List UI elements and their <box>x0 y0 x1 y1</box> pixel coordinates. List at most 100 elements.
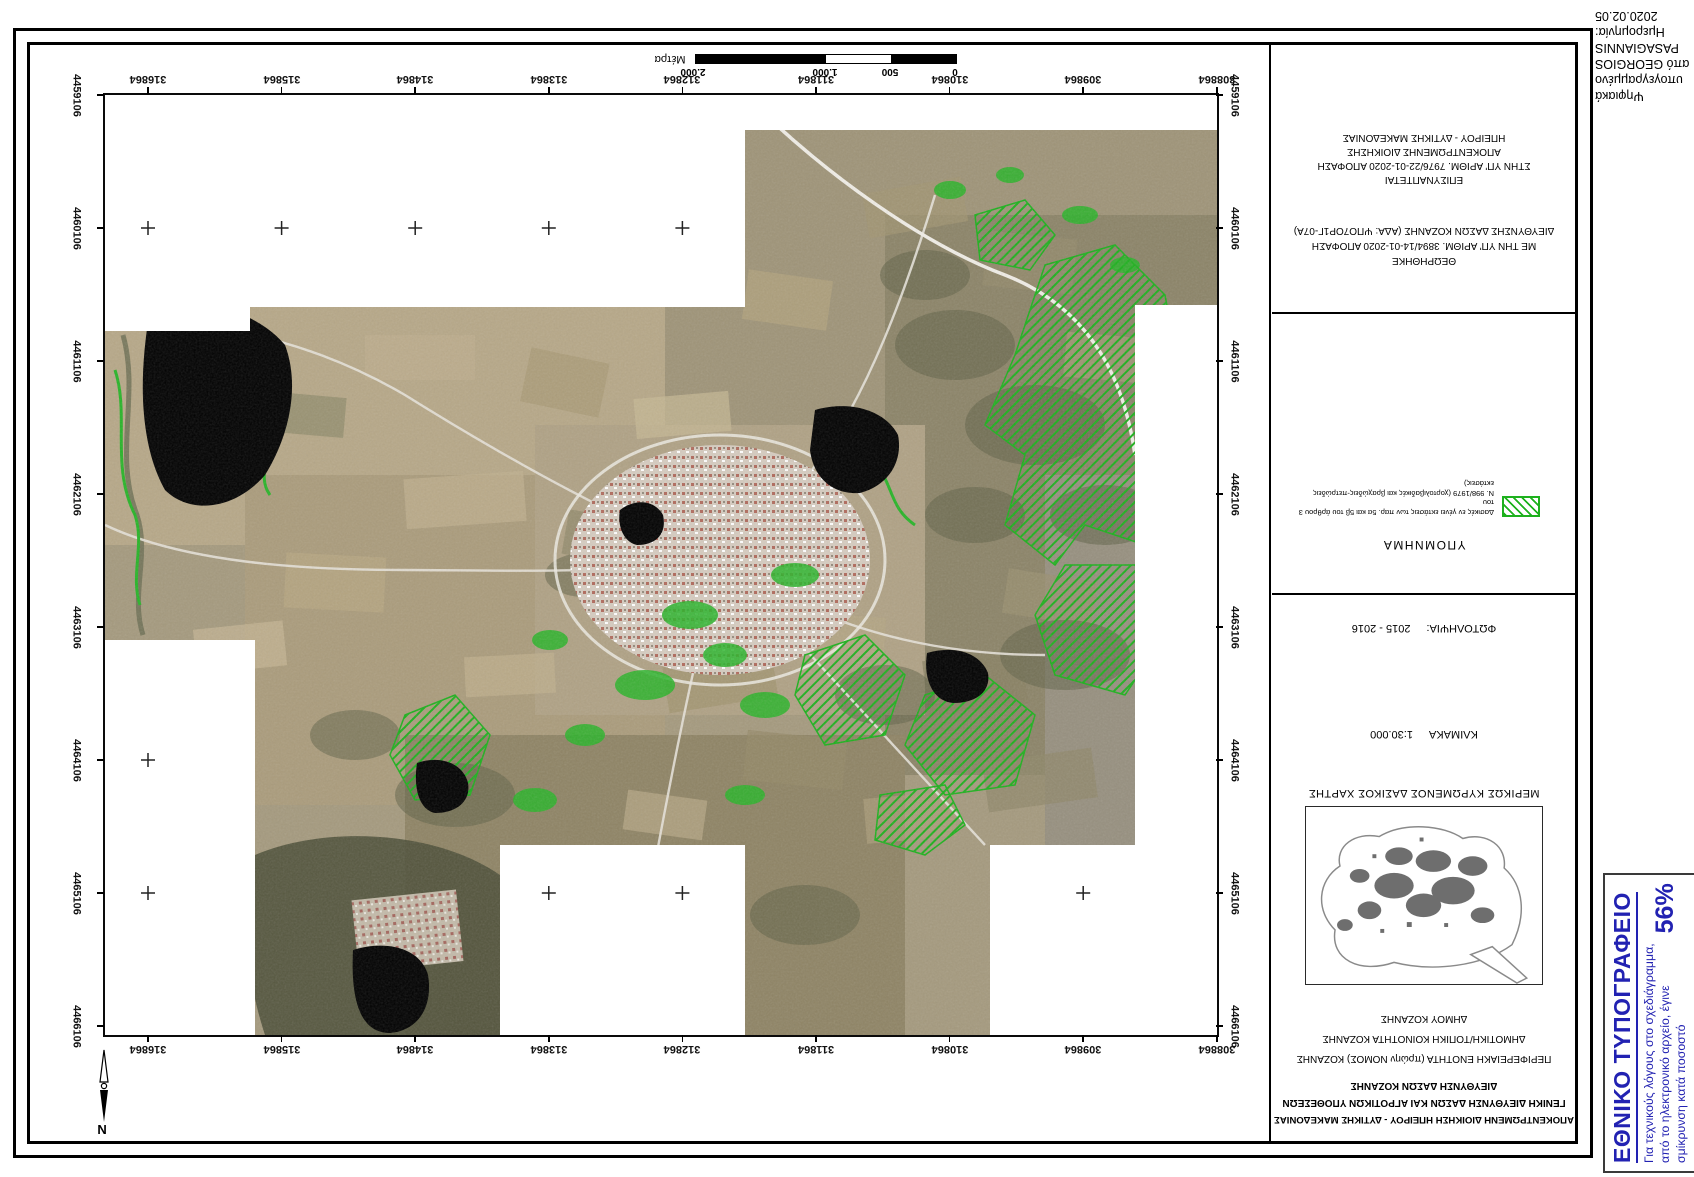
northing-label-right: 4464106 <box>1228 739 1241 782</box>
photo-label: ΦΩΤΟΛΗΨΙΑ: <box>1426 622 1497 634</box>
legend-swatch-green-hatch <box>1502 496 1540 517</box>
easting-label-bottom: 309864 <box>1064 1043 1102 1055</box>
map-image <box>105 95 1217 1035</box>
grid-tick <box>548 1035 550 1042</box>
grid-tick <box>1216 493 1223 495</box>
easting-label-bottom: 314864 <box>396 1043 434 1055</box>
northing-label-right: 4462106 <box>1228 473 1241 516</box>
grid-tick <box>1216 94 1223 96</box>
reduction-percent: 56% <box>1650 883 1679 934</box>
area-line: ΔΗΜΟΥ ΚΟΖΑΝΗΣ <box>1380 1013 1468 1024</box>
agency-line: ΓΕΝΙΚΗ ΔΙΕΥΘΥΝΣΗ ΔΑΣΩΝ ΚΑΙ ΑΓΡΟΤΙΚΩΝ ΥΠΟ… <box>1282 1097 1566 1108</box>
digital-signature-note: Ψηφιακά υπογεγραμμένο από GEORGIOS PASAG… <box>1595 6 1692 104</box>
signature-line: 2020.02.05 <box>1595 9 1658 23</box>
scale-row: ΚΛΙΜΑΚΑ 1:30.000 <box>1272 728 1576 740</box>
northing-label-left: 4459106 <box>70 74 83 117</box>
printing-office-lines: Για τεχνικούς λόγους στο σχεδιάγραμμα, α… <box>1641 943 1689 1163</box>
reviewed-line: ΜΕ ΤΗΝ ΥΠ' ΑΡΙΘΜ. 3894/14-01-2020 ΑΠΟΦΑΣ… <box>1311 240 1537 251</box>
grid-tick <box>97 1025 104 1027</box>
grid-tick <box>97 360 104 362</box>
legend-line: εκτάσεις) <box>1463 479 1494 489</box>
grid-tick <box>97 94 104 96</box>
section-divider <box>1272 312 1576 314</box>
attached-note: ΕΠΙΣΥΝΑΠΤΕΤΑΙ ΣΤΗΝ ΥΠ' ΑΡΙΘΜ. 7976/22-01… <box>1272 130 1576 186</box>
grid-tick <box>147 87 149 94</box>
northing-label-right: 4459106 <box>1228 74 1241 117</box>
area-line: ΠΕΡΙΦΕΡΕΙΑΚΗ ΕΝΟΤΗΤΑ (πρώην ΝΟΜΟΣ) ΚΟΖΑΝ… <box>1296 1053 1552 1064</box>
easting-label-top: 309864 <box>1064 73 1102 85</box>
grid-tick <box>1216 759 1223 761</box>
reviewed-line: ΘΕΩΡΗΘΗΚΕ <box>1391 255 1457 266</box>
grid-tick <box>948 87 951 94</box>
northing-label-left: 4461106 <box>70 340 83 383</box>
outer-border <box>13 28 1593 1158</box>
scalebar-tick-label: 1.000 <box>812 66 838 77</box>
easting-label-top: 316864 <box>129 73 167 85</box>
northing-label-left: 4460106 <box>70 207 83 250</box>
grid-tick <box>1216 227 1223 229</box>
legend-line: Δασικές εν γένει εκτάσεις των παρ. 5α κα… <box>1298 498 1494 518</box>
inset-caption: ΜΕΡΙΚΩΣ ΚΥΡΩΜΕΝΟΣ ΔΑΣΙΚΟΣ ΧΑΡΤΗΣ <box>1308 787 1540 799</box>
grid-tick <box>1216 360 1223 362</box>
northing-label-right: 4461106 <box>1228 340 1241 383</box>
attach-line: ΑΠΟΚΕΝΤΡΩΜΕΝΗΣ ΔΙΟΙΚΗΣΗΣ <box>1347 146 1501 157</box>
scalebar-tick-label: 500 <box>881 66 899 77</box>
map-neatline <box>103 93 1219 1037</box>
northing-label-right: 4460106 <box>1228 207 1241 250</box>
northing-label-right: 4465106 <box>1228 872 1241 915</box>
area-line: ΔΗΜΟΤΙΚΗ/ΤΟΠΙΚΗ ΚΟΙΝΟΤΗΤΑ ΚΟΖΑΝΗΣ <box>1322 1033 1526 1044</box>
printing-office-title: ΕΘΝΙΚΟ ΤΥΠΟΓΡΑΦΕΙΟ <box>1609 892 1638 1163</box>
northing-label-left: 4462106 <box>70 473 83 516</box>
title-block: ΑΠΟΚΕΝΤΡΩΜΕΝΗ ΔΙΟΙΚΗΣΗ ΗΠΕΙΡΟΥ - ΔΥΤΙΚΗΣ… <box>1272 44 1576 1144</box>
print-note-line: Για τεχνικούς λόγους στο σχεδιάγραμμα, <box>1642 943 1656 1163</box>
easting-label-bottom: 315864 <box>263 1043 300 1055</box>
grid-tick <box>147 1035 149 1042</box>
legend-entry: Δασικές εν γένει εκτάσεις των παρ. 5α κα… <box>1290 479 1540 517</box>
scale-label: ΚΛΙΜΑΚΑ <box>1428 728 1478 740</box>
grid-tick <box>97 493 104 495</box>
agency-line: ΔΙΕΥΘΥΝΣΗ ΔΑΣΩΝ ΚΟΖΑΝΗΣ <box>1350 1080 1498 1091</box>
grid-tick <box>1216 1035 1218 1042</box>
scalebar-tick-label: 2.000 <box>680 66 706 77</box>
agency-line: ΑΠΟΚΕΝΤΡΩΜΕΝΗ ΔΙΟΙΚΗΣΗ ΗΠΕΙΡΟΥ - ΔΥΤΙΚΗΣ… <box>1274 1114 1574 1125</box>
inner-border <box>27 42 1578 1144</box>
print-note-line: από το ηλεκτρονικό αρχείο, έγινε <box>1658 985 1672 1163</box>
northing-label-left: 4465106 <box>70 872 83 915</box>
area-lines: ΠΕΡΙΦΕΡΕΙΑΚΗ ΕΝΟΤΗΤΑ (πρώην ΝΟΜΟΣ) ΚΟΖΑΝ… <box>1272 1008 1576 1068</box>
easting-label-bottom: 312864 <box>664 1043 701 1055</box>
grid-tick <box>414 1035 416 1042</box>
northing-label-left: 4466106 <box>70 1005 83 1048</box>
agency-header: ΑΠΟΚΕΝΤΡΩΜΕΝΗ ΔΙΟΙΚΗΣΗ ΗΠΕΙΡΟΥ - ΔΥΤΙΚΗΣ… <box>1272 1077 1576 1128</box>
section-divider <box>1272 593 1576 595</box>
north-label: N <box>97 1122 107 1137</box>
signature-line: Ημερομηνία: <box>1595 25 1665 39</box>
grid-tick <box>97 892 104 894</box>
grid-tick <box>681 87 684 94</box>
grid-tick <box>681 1035 684 1042</box>
easting-label-top: 315864 <box>263 73 300 85</box>
grid-tick <box>97 227 104 229</box>
grid-tick <box>1216 626 1223 628</box>
signature-line: από GEORGIOS <box>1595 57 1690 71</box>
attach-line: ΗΠΕΙΡΟΥ - ΔΥΤΙΚΗΣ ΜΑΚΕΔΟΝΙΑΣ <box>1342 132 1506 143</box>
grid-tick <box>948 1035 951 1042</box>
grid-tick <box>548 87 550 94</box>
scale-value: 1:30.000 <box>1370 728 1413 740</box>
attach-line: ΕΠΙΣΥΝΑΠΤΕΤΑΙ <box>1384 174 1464 185</box>
legend-title: ΥΠΟΜΝΗΜΑ <box>1382 538 1466 552</box>
grid-crosses <box>141 221 1091 900</box>
photo-row: ΦΩΤΟΛΗΨΙΑ: 2015 - 2016 <box>1272 622 1576 634</box>
attach-line: ΣΤΗΝ ΥΠ' ΑΡΙΘΜ. 7976/22-01-2020 ΑΠΟΦΑΣΗ <box>1317 160 1531 171</box>
easting-label-bottom: 316864 <box>129 1043 167 1055</box>
grid-tick <box>1082 1035 1084 1042</box>
northing-label-right: 4463106 <box>1228 606 1241 649</box>
print-note-line: σμίκρυνση κατά ποσοστό <box>1674 1024 1688 1163</box>
inset-overview-map <box>1305 806 1543 985</box>
reviewed-line: ΔΙΕΥΘΥΝΣΗΣ ΔΑΣΩΝ ΚΟΖΑΝΗΣ (ΑΔΑ: ΨΠΟ7ΟΡ1Γ-… <box>1293 225 1555 236</box>
legend-line: Ν. 998/1979 (χορτολιβαδικές και βραχώδει… <box>1312 489 1494 498</box>
grid-tick <box>1082 87 1084 94</box>
scalebar-unit-label: Μέτρα <box>654 53 686 65</box>
northing-label-left: 4463106 <box>70 606 83 649</box>
grid-tick <box>1216 892 1223 894</box>
